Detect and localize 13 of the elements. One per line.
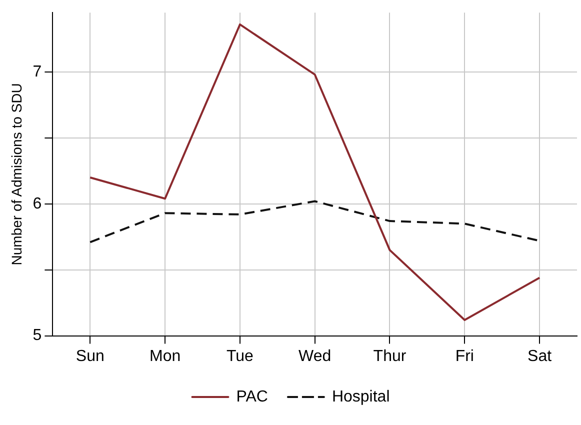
y-axis-title: Number of Admisions to SDU [8,83,24,266]
x-tick-label: Wed [298,348,332,365]
y-tick-label: 7 [32,63,42,80]
x-tick-label: Fri [455,348,474,365]
x-tick-label: Mon [149,348,181,365]
y-tick-label: 6 [32,195,42,212]
y-tick-label: 5 [32,327,42,344]
x-tick-label: Tue [226,348,254,365]
legend-label: Hospital [332,388,390,406]
legend-label: PAC [236,388,268,406]
x-tick-label: Sat [528,348,552,365]
x-tick-label: Sun [76,348,104,365]
x-tick-label: Thur [373,348,407,365]
